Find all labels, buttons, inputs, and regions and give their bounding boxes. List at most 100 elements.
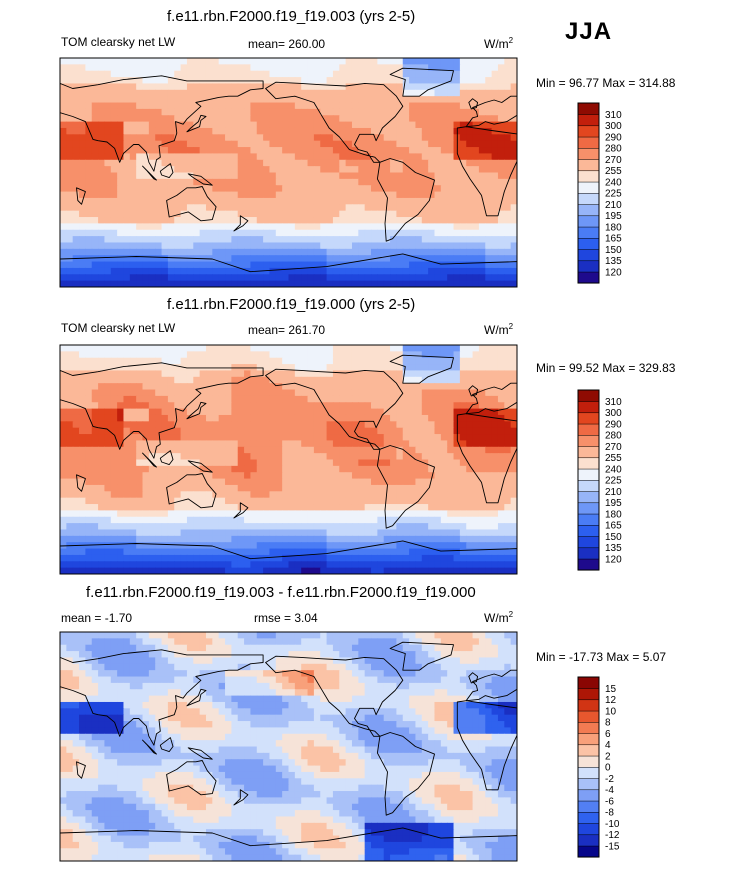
- map-cell: [428, 70, 436, 78]
- map-cell: [459, 204, 467, 212]
- map-cell: [510, 421, 517, 429]
- map-cell: [402, 472, 410, 480]
- map-cell: [472, 223, 480, 231]
- map-cell: [415, 153, 423, 161]
- map-cell: [60, 178, 67, 186]
- map-cell: [497, 516, 505, 524]
- map-cell: [225, 446, 232, 454]
- map-cell: [161, 351, 169, 359]
- map-cell: [218, 548, 226, 556]
- map-cell: [339, 140, 347, 148]
- map-cell: [263, 421, 271, 429]
- map-cell: [199, 383, 207, 391]
- map-cell: [205, 197, 213, 205]
- map-cell: [288, 497, 296, 505]
- map-cell: [497, 108, 505, 116]
- map-cell: [320, 83, 328, 91]
- map-cell: [345, 58, 353, 65]
- map-cell: [66, 191, 74, 199]
- map-cell: [155, 446, 163, 454]
- map-cell: [212, 529, 220, 537]
- map-cell: [453, 210, 461, 218]
- map-cell: [453, 440, 461, 448]
- map-cell: [256, 96, 264, 104]
- map-cell: [320, 465, 328, 473]
- map-cell: [320, 255, 328, 263]
- map-cell: [275, 140, 283, 148]
- map-cell: [269, 255, 277, 263]
- map-cell: [377, 70, 385, 78]
- map-cell: [142, 223, 150, 231]
- map-cell: [510, 395, 517, 403]
- map-cell: [186, 242, 194, 250]
- map-cell: [371, 121, 378, 129]
- map-cell: [396, 529, 404, 537]
- map-cell: [155, 236, 163, 244]
- map-cell: [212, 440, 220, 448]
- map-cell: [497, 383, 505, 391]
- map-cell: [79, 389, 86, 397]
- map-cell: [307, 147, 315, 155]
- map-cell: [193, 89, 201, 97]
- map-cell: [485, 440, 493, 448]
- map-cell: [358, 345, 366, 352]
- map-cell: [72, 229, 80, 237]
- map-cell: [66, 248, 74, 256]
- map-cell: [313, 223, 321, 231]
- map-cell: [129, 89, 137, 97]
- map-cell: [332, 370, 340, 378]
- map-cell: [136, 96, 144, 104]
- map-cell: [440, 64, 448, 72]
- map-cell: [383, 523, 391, 531]
- map-cell: [205, 280, 213, 287]
- map-cell: [180, 414, 188, 422]
- map-cell: [447, 504, 455, 511]
- map-cell: [199, 121, 207, 129]
- map-cell: [282, 134, 290, 142]
- map-cell: [377, 440, 385, 448]
- map-cell: [193, 242, 201, 250]
- map-cell: [199, 204, 207, 212]
- map-cell: [174, 516, 182, 524]
- map-cell: [371, 267, 378, 275]
- map-cell: [409, 364, 417, 372]
- map-cell: [421, 185, 429, 193]
- map-cell: [409, 58, 417, 65]
- map-cell: [250, 491, 258, 499]
- map-cell: [390, 453, 398, 461]
- map-cell: [301, 236, 309, 244]
- map-cell: [294, 70, 302, 78]
- map-cell: [485, 115, 493, 123]
- map-cell: [123, 472, 131, 480]
- map-cell: [320, 172, 328, 180]
- map-cell: [218, 166, 226, 174]
- map-cell: [390, 389, 398, 397]
- map-cell: [428, 395, 436, 403]
- map-cell: [504, 102, 512, 110]
- map-cell: [402, 542, 410, 550]
- map-cell: [497, 395, 505, 403]
- map-cell: [244, 153, 252, 161]
- map-cell: [85, 217, 93, 224]
- map-cell: [447, 58, 455, 65]
- map-cell: [72, 159, 80, 167]
- map-cell: [60, 223, 67, 231]
- map-cell: [364, 351, 372, 359]
- map-cell: [447, 497, 455, 505]
- map-cell: [440, 364, 448, 372]
- map-cell: [123, 465, 131, 473]
- map-cell: [199, 535, 207, 543]
- map-cell: [428, 453, 436, 461]
- map-cell: [91, 274, 99, 282]
- map-cell: [485, 261, 493, 269]
- map-cell: [199, 414, 207, 422]
- map-cell: [434, 89, 442, 97]
- map-cell: [104, 166, 112, 174]
- map-cell: [91, 217, 99, 224]
- map-cell: [472, 510, 480, 518]
- map-cell: [396, 178, 404, 186]
- map-cell: [485, 516, 493, 524]
- map-cell: [225, 255, 232, 263]
- map-cell: [256, 465, 264, 473]
- map-cell: [307, 77, 315, 85]
